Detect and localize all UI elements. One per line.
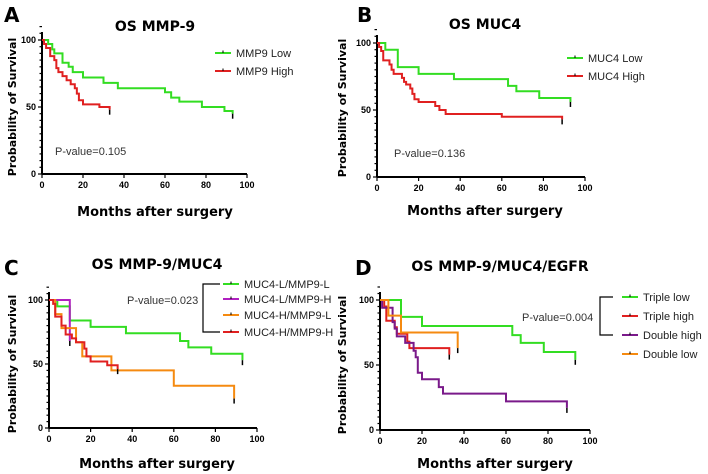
x-tick-label: 40 — [127, 434, 137, 444]
survival-curve-muc4-l-mmp9-l — [49, 299, 244, 361]
x-axis-label: Months after surgery — [79, 457, 235, 472]
y-axis-label: Probability of Survival — [336, 39, 349, 177]
survival-curve-muc4-h-mmp9-h — [49, 299, 119, 370]
y-tick-label: 0 — [366, 172, 371, 182]
panel-letter: D — [355, 256, 372, 280]
y-tick-label: 100 — [21, 35, 36, 45]
chart-title: OS MMP-9/MUC4/EGFR — [411, 259, 588, 275]
x-tick-label: 80 — [543, 436, 553, 446]
legend-label: Double low — [643, 349, 697, 361]
survival-curve-mmp9-high — [42, 39, 111, 110]
y-tick-label: 50 — [33, 359, 43, 369]
y-tick-label: 0 — [31, 169, 36, 179]
y-axis-label: Probability of Survival — [336, 296, 349, 434]
x-tick-label: 100 — [582, 436, 597, 446]
y-tick-label: 100 — [356, 38, 371, 48]
y-tick-label: 0 — [38, 423, 43, 433]
y-tick-label: 100 — [359, 295, 374, 305]
x-tick-label: 0 — [377, 436, 382, 446]
chart-title: OS MMP-9/MUC4 — [92, 257, 223, 273]
x-tick-label: 0 — [46, 434, 51, 444]
legend-label: MUC4-H/MMP9-H — [244, 327, 333, 339]
y-axis-label: Probability of Survival — [6, 38, 19, 176]
x-tick-label: 20 — [414, 183, 424, 193]
x-tick-label: 100 — [239, 180, 254, 190]
x-tick-label: 20 — [78, 180, 88, 190]
survival-curve-double-high — [380, 299, 568, 408]
y-tick-label: 50 — [364, 360, 374, 370]
panel-letter: B — [357, 3, 372, 27]
p-value: P-value=0.105 — [55, 146, 126, 158]
x-axis-label: Months after surgery — [407, 204, 563, 219]
x-tick-label: 60 — [169, 434, 179, 444]
x-tick-label: 60 — [501, 436, 511, 446]
p-value: P-value=0.136 — [394, 148, 465, 160]
survival-curve-muc4-high — [377, 42, 564, 120]
p-value: P-value=0.023 — [127, 295, 198, 307]
x-tick-label: 60 — [160, 180, 170, 190]
survival-curve-triple-high — [380, 299, 451, 355]
legend-label: MUC4 Low — [588, 53, 642, 65]
chart-title: OS MUC4 — [449, 17, 521, 33]
chart-title: OS MMP-9 — [115, 19, 195, 35]
x-tick-label: 40 — [455, 183, 465, 193]
survival-curve-muc4-low — [377, 42, 572, 102]
comparison-bracket — [599, 296, 613, 336]
panel-c: C OS MMP-9/MUC4 Months after surgery Probab… — [4, 256, 333, 472]
legend-label: MUC4-L/MMP9-L — [244, 279, 330, 291]
x-tick-label: 40 — [459, 436, 469, 446]
legend-label: MUC4 High — [588, 71, 645, 83]
legend-label: Triple low — [643, 292, 690, 304]
x-tick-label: 0 — [374, 183, 379, 193]
panel-letter: C — [4, 256, 19, 280]
x-tick-label: 80 — [538, 183, 548, 193]
y-tick-label: 100 — [28, 295, 43, 305]
legend-label: MUC4-H/MMP9-L — [244, 310, 331, 322]
x-tick-label: 100 — [577, 183, 592, 193]
comparison-bracket — [202, 283, 220, 333]
x-tick-label: 60 — [497, 183, 507, 193]
legend-label: MMP9 Low — [236, 48, 291, 60]
x-tick-label: 80 — [201, 180, 211, 190]
survival-curve-triple-low — [380, 299, 577, 360]
y-tick-label: 50 — [361, 105, 371, 115]
x-axis-label: Months after surgery — [77, 205, 233, 220]
x-tick-label: 20 — [86, 434, 96, 444]
panel-a: A OS MMP-9 Months after surgery Probability… — [4, 3, 293, 220]
legend-label: MMP9 High — [236, 66, 293, 78]
x-tick-label: 80 — [210, 434, 220, 444]
x-tick-label: 40 — [119, 180, 129, 190]
legend-label: Double high — [643, 330, 702, 342]
legend-label: MUC4-L/MMP9-H — [244, 294, 331, 306]
y-tick-label: 50 — [26, 102, 36, 112]
legend-label: Triple high — [643, 311, 694, 323]
x-axis-label: Months after surgery — [417, 457, 573, 472]
p-value: P-value=0.004 — [522, 312, 593, 324]
y-axis-label: Probability of Survival — [6, 295, 19, 433]
panel-letter: A — [4, 3, 20, 27]
survival-curve-double-low — [380, 299, 459, 349]
x-tick-label: 0 — [39, 180, 44, 190]
x-tick-label: 20 — [417, 436, 427, 446]
x-tick-label: 100 — [249, 434, 264, 444]
panel-d: D OS MMP-9/MUC4/EGFR Months after surgery P… — [336, 256, 702, 472]
survival-curve-muc4-h-mmp9-l — [49, 299, 236, 399]
panel-b: B OS MUC4 Months after surgery Probability … — [336, 3, 645, 219]
y-tick-label: 0 — [369, 425, 374, 435]
survival-curve-mmp9-low — [42, 39, 234, 114]
